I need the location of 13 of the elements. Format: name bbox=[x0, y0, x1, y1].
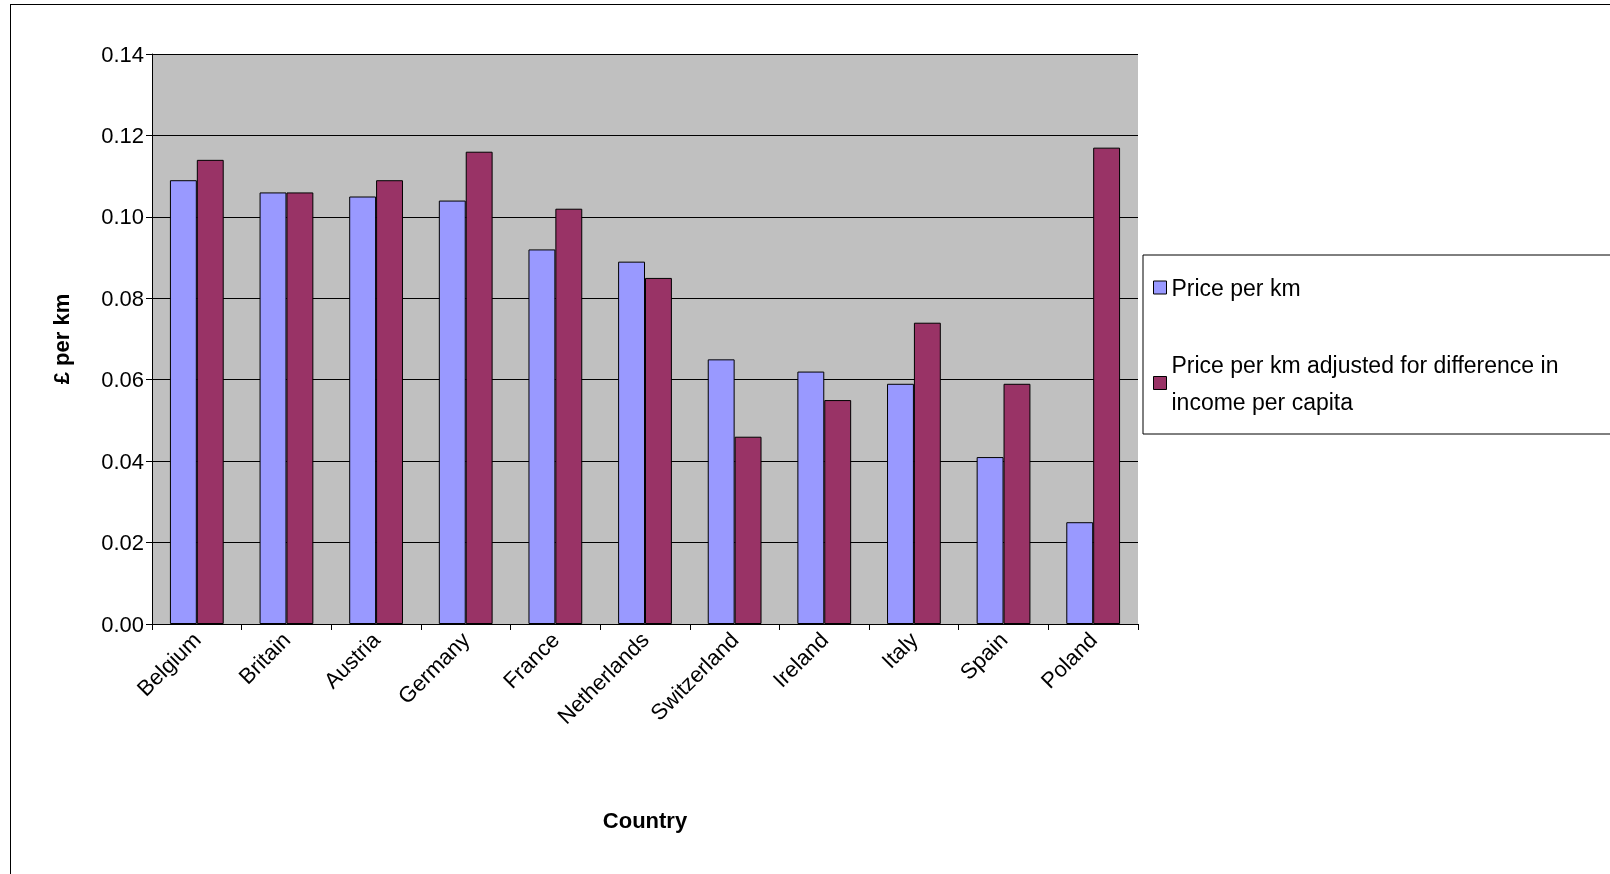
y-tick-label: 0.00 bbox=[101, 611, 144, 637]
y-tick-label: 0.08 bbox=[101, 285, 144, 311]
x-tick-label: Italy bbox=[876, 627, 923, 674]
y-tick-label: 0.14 bbox=[101, 41, 144, 67]
y-axis-title: £ per km bbox=[48, 293, 74, 385]
x-axis-title: Country bbox=[602, 807, 688, 833]
y-tick-label: 0.06 bbox=[101, 367, 144, 393]
y-tick-label: 0.04 bbox=[101, 448, 144, 474]
y-tick-label: 0.12 bbox=[101, 122, 144, 148]
y-tick-label: 0.02 bbox=[101, 530, 144, 556]
legend-label: Price per km bbox=[1171, 274, 1301, 301]
legend-label: Price per km adjusted for difference in income per capita bbox=[1171, 351, 1565, 415]
y-tick-label: 0.10 bbox=[101, 204, 144, 230]
